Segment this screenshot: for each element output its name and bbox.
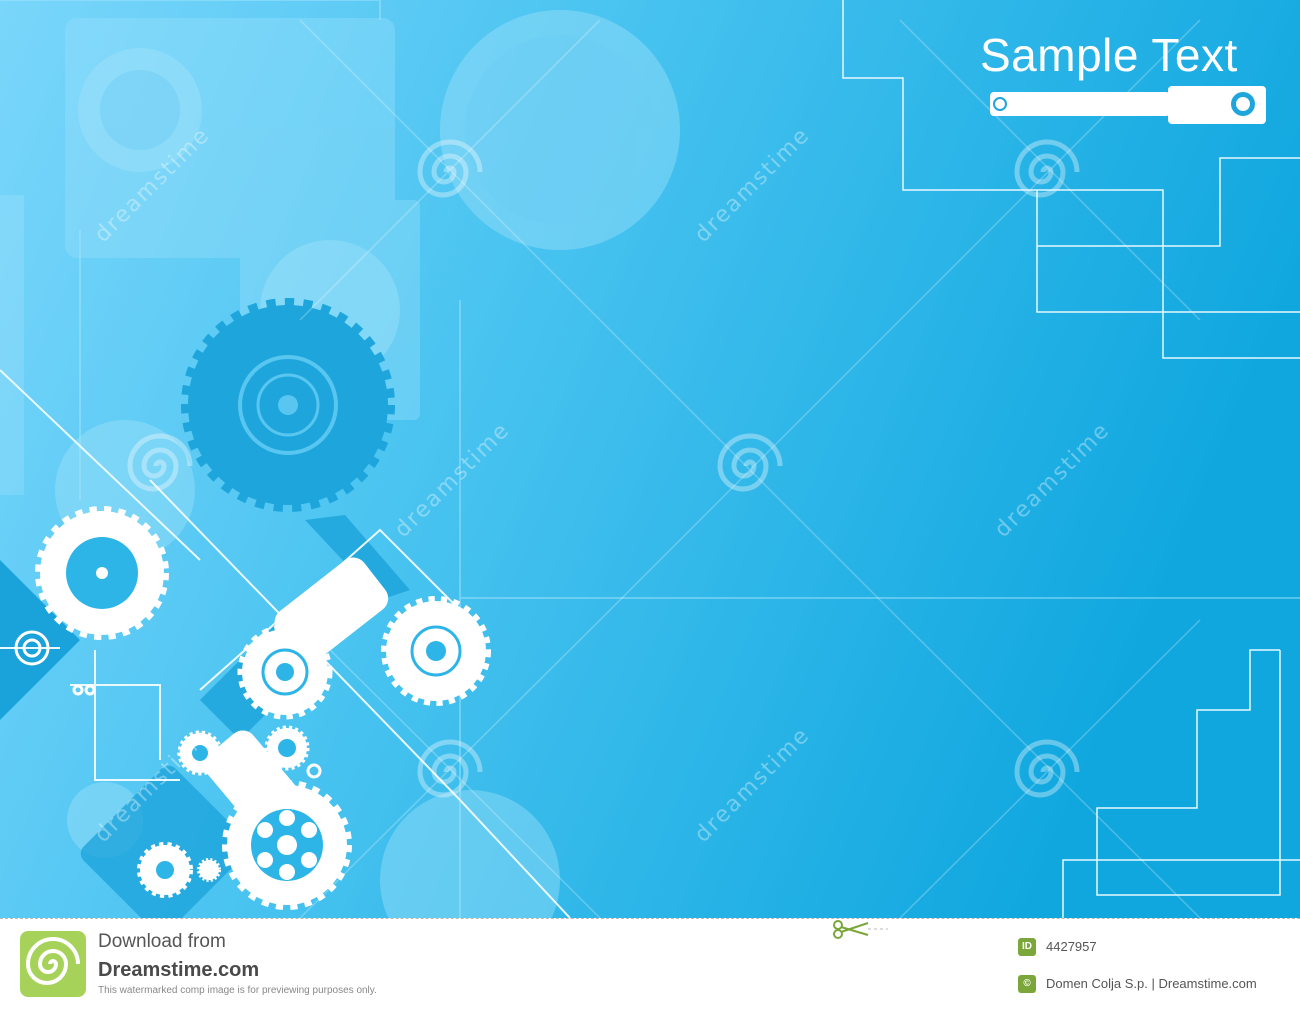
tech-gear-background	[0, 0, 1300, 918]
scissors-icon	[833, 920, 888, 939]
watermark-diagonals	[299, 19, 1201, 918]
circuit-lines	[0, 369, 571, 918]
dark-gear	[181, 298, 395, 512]
right-outline-lines	[842, 0, 1300, 918]
image-id: 4427957	[1046, 939, 1097, 954]
author-credit[interactable]: Domen Colja S.p. | Dreamstime.com	[1046, 976, 1257, 991]
target-circles	[14, 630, 322, 779]
download-label: Download from	[98, 931, 226, 952]
spiral-logo-icon[interactable]	[20, 931, 86, 997]
heading-text: Sample Text	[980, 29, 1238, 81]
preview-notice: This watermarked comp image is for previ…	[98, 985, 377, 996]
download-footer: Download from Dreamstime.com This waterm…	[0, 918, 1300, 1009]
brand-link[interactable]: Dreamstime.com	[98, 959, 260, 981]
id-badge: ID	[1018, 938, 1036, 956]
spiral-watermarks	[127, 139, 1080, 798]
illustration: Sample Text dreamstime dreamstime dreams…	[0, 0, 1300, 918]
heading-bar	[990, 86, 1266, 124]
faint-gear-holes	[100, 35, 655, 225]
copyright-badge: ©	[1018, 975, 1036, 993]
white-gear-centers	[66, 537, 462, 881]
